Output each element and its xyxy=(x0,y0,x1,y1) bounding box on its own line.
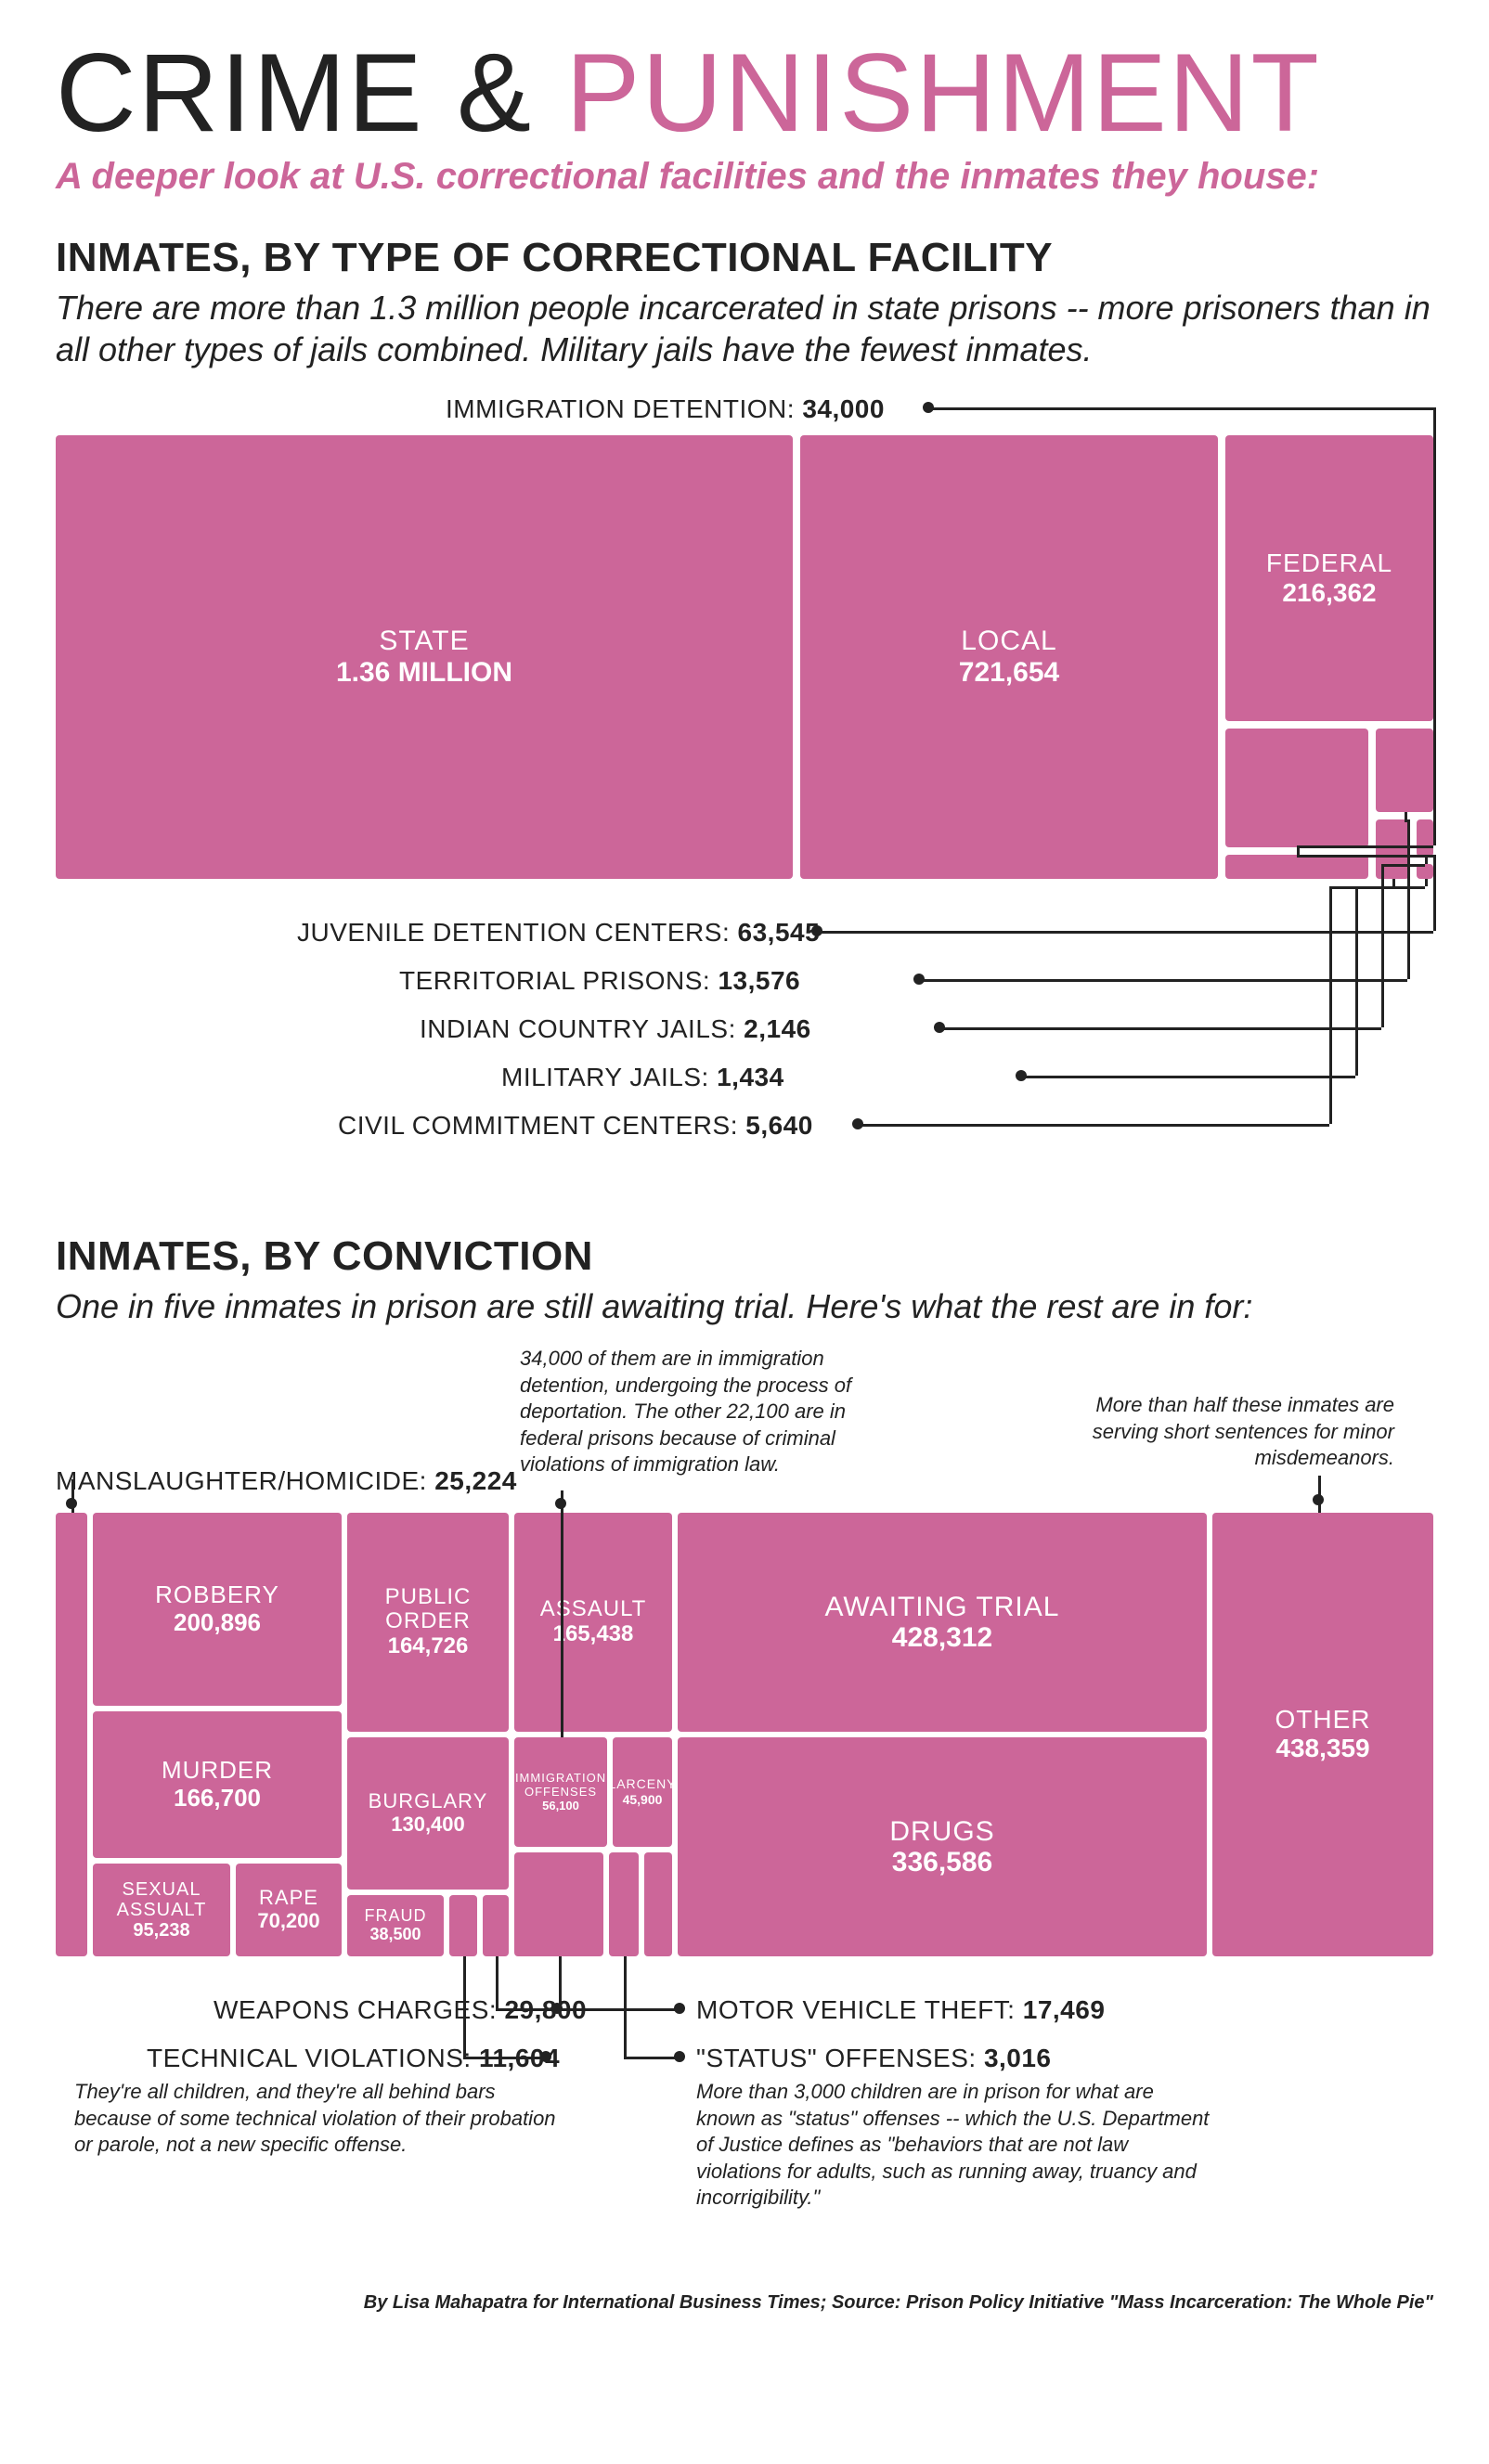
treemap-box-manslaughter xyxy=(56,1513,87,1956)
callout: JUVENILE DETENTION CENTERS: 63,545 xyxy=(297,918,820,948)
treemap-box-other: OTHER438,359 xyxy=(1212,1513,1433,1956)
section1-subtitle: There are more than 1.3 million people i… xyxy=(56,287,1433,370)
callout: IMMIGRATION DETENTION: 34,000 xyxy=(446,394,885,424)
callout: "STATUS" OFFENSES: 3,016 xyxy=(696,2044,1052,2073)
title-punishment: PUNISHMENT xyxy=(565,31,1320,155)
treemap-box-state: STATE1.36 MILLION xyxy=(56,435,793,879)
section2-title: INMATES, BY CONVICTION xyxy=(56,1233,1433,1280)
treemap-box-territorial xyxy=(1376,729,1433,812)
annotation: More than 3,000 children are in prison f… xyxy=(696,2079,1216,2212)
hero-subtitle: A deeper look at U.S. correctional facil… xyxy=(56,156,1433,198)
treemap-box-robbery: ROBBERY200,896 xyxy=(93,1513,342,1706)
callout: MANSLAUGHTER/HOMICIDE: 25,224 xyxy=(56,1466,517,1496)
treemap-box-drugs: DRUGS336,586 xyxy=(678,1737,1207,1956)
treemap-box-burglary: BURGLARY130,400 xyxy=(347,1737,509,1890)
annotation: More than half these inmates are serving… xyxy=(1060,1392,1394,1472)
treemap-box-status xyxy=(609,1852,639,1956)
annotation: 34,000 of them are in immigration detent… xyxy=(520,1346,873,1478)
section1-title: INMATES, BY TYPE OF CORRECTIONAL FACILIT… xyxy=(56,235,1433,281)
treemap-box-murder: MURDER166,700 xyxy=(93,1711,342,1858)
treemap-box-weapons xyxy=(483,1895,509,1956)
page-root: CRIME & PUNISHMENT A deeper look at U.S.… xyxy=(0,0,1489,2341)
treemap-box-assault: ASSAULT165,438 xyxy=(514,1513,672,1732)
treemap-box-local: LOCAL721,654 xyxy=(800,435,1218,879)
callout: INDIAN COUNTRY JAILS: 2,146 xyxy=(420,1014,811,1044)
treemap-box-rape: RAPE70,200 xyxy=(236,1864,342,1956)
treemap-box-federal: FEDERAL216,362 xyxy=(1225,435,1433,721)
facility-treemap: STATE1.36 MILLIONLOCAL721,654FEDERAL216,… xyxy=(56,435,1433,1178)
treemap-box-immigration2: IMMIGRATION OFFENSES56,100 xyxy=(514,1737,607,1847)
treemap-box-minors xyxy=(644,1852,672,1956)
callout: MOTOR VEHICLE THEFT: 17,469 xyxy=(696,1995,1105,2025)
treemap-box-sexassault: SEXUAL ASSUALT95,238 xyxy=(93,1864,230,1956)
treemap-box-motor xyxy=(514,1852,603,1956)
treemap-box-fraud: FRAUD38,500 xyxy=(347,1895,444,1956)
treemap-box-indian xyxy=(1417,819,1433,857)
treemap-box-larceny: LARCENY45,900 xyxy=(613,1737,672,1847)
callout: MILITARY JAILS: 1,434 xyxy=(501,1063,784,1092)
treemap-box-immigration xyxy=(1225,855,1368,879)
callout: CIVIL COMMITMENT CENTERS: 5,640 xyxy=(338,1111,813,1141)
treemap-box-publicorder: PUBLIC ORDER164,726 xyxy=(347,1513,509,1732)
hero-title: CRIME & PUNISHMENT xyxy=(56,37,1433,148)
treemap-box-awaiting: AWAITING TRIAL428,312 xyxy=(678,1513,1207,1732)
treemap-box-tech xyxy=(449,1895,477,1956)
conviction-treemap: ROBBERY200,896MURDER166,700SEXUAL ASSUAL… xyxy=(56,1513,1433,2274)
section2: INMATES, BY CONVICTION One in five inmat… xyxy=(56,1233,1433,2274)
callout: TERRITORIAL PRISONS: 13,576 xyxy=(399,966,800,996)
annotation: They're all children, and they're all be… xyxy=(74,2079,557,2159)
section2-subtitle: One in five inmates in prison are still … xyxy=(56,1285,1433,1327)
title-crime: CRIME xyxy=(56,31,424,155)
title-amp: & xyxy=(457,31,533,155)
treemap-box-juvenile xyxy=(1225,729,1368,847)
footer-credit: By Lisa Mahapatra for International Busi… xyxy=(56,2292,1433,2314)
